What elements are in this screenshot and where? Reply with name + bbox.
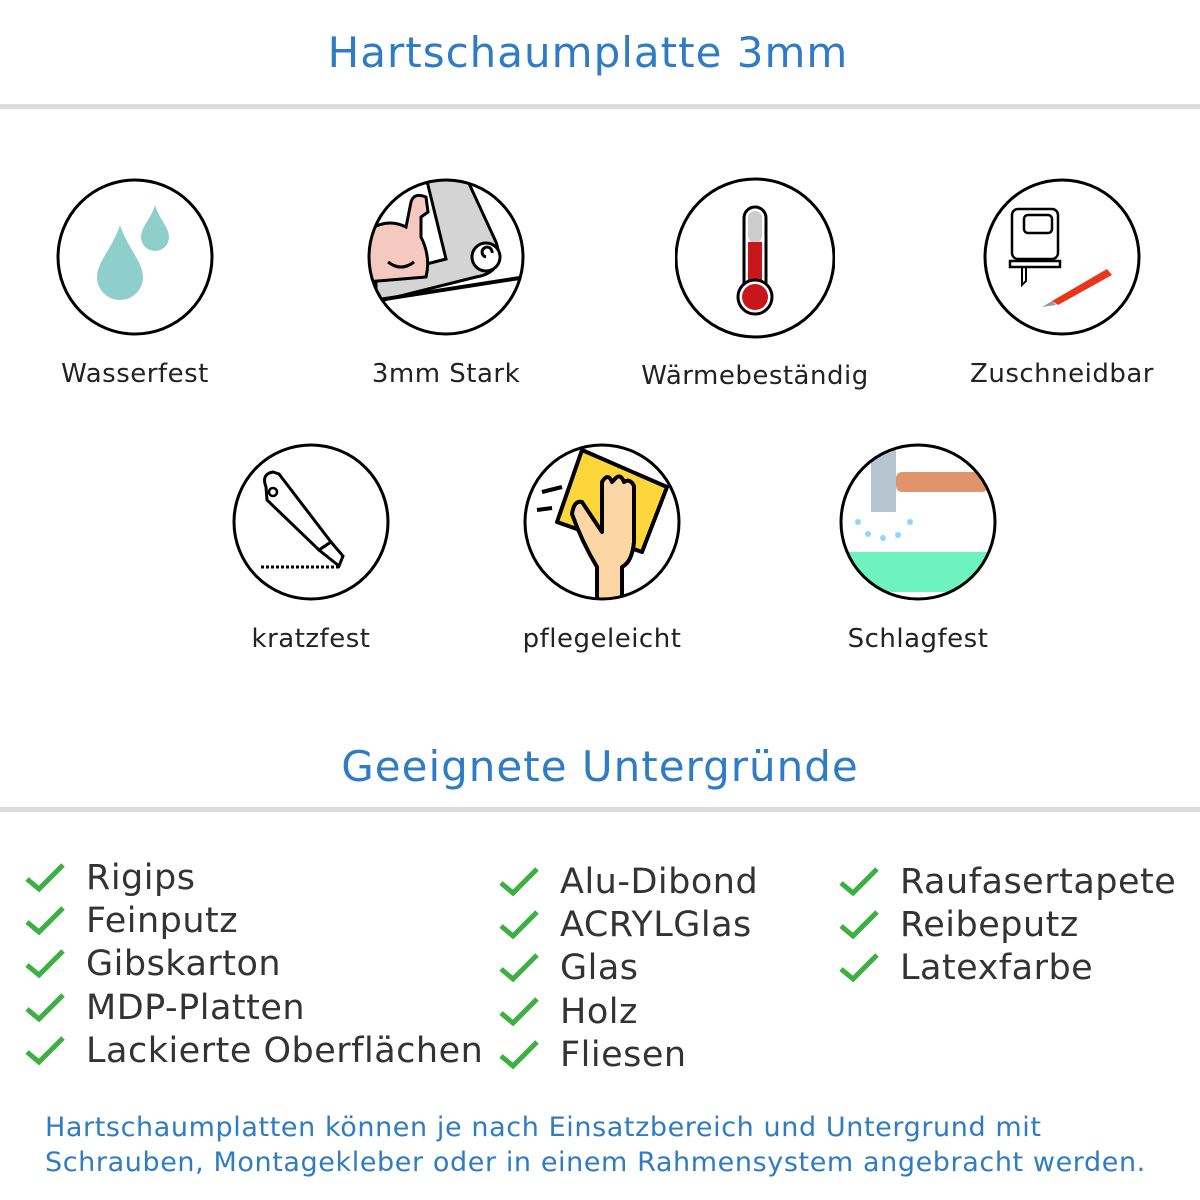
check-icon [25, 949, 65, 979]
surface-item: MDP-Platten [24, 986, 483, 1029]
surface-item: Holz [498, 990, 758, 1033]
cutter-knife-icon [232, 443, 390, 601]
surfaces-column-3: Raufasertapete Reibeputz Latexfarbe [838, 860, 1176, 990]
mounting-note-line: Schrauben, Montagekleber oder in einem R… [45, 1147, 1146, 1178]
feature-schlagfest: Schlagfest [768, 442, 1068, 654]
feature-label: pflegeleicht [522, 624, 682, 654]
check-icon [839, 866, 879, 897]
feature-3mm-stark: 3mm Stark [296, 177, 596, 389]
surface-item: ACRYLGlas [498, 903, 758, 946]
water-drops-icon [56, 178, 214, 336]
surfaces-column-2: Alu-Dibond ACRYLGlas Glas Holz Fliesen [498, 860, 758, 1077]
feature-label: Wärmebeständig [641, 361, 869, 391]
feature-pflegeleicht: pflegeleicht [452, 442, 752, 654]
check-icon [25, 993, 65, 1023]
mounting-note-line: Hartschaumplatten können je nach Einsatz… [45, 1112, 1042, 1143]
strong-arm-icon [367, 178, 525, 336]
check-icon [839, 953, 879, 983]
surfaces-column-1: Rigips Feinputz Gibskarton MDP-Platten L… [24, 856, 483, 1073]
surface-item: Glas [498, 947, 758, 990]
hand-sponge-icon [523, 443, 681, 601]
check-icon [499, 866, 539, 897]
check-icon [499, 910, 539, 940]
feature-wasserfest: Wasserfest [0, 177, 285, 389]
divider [0, 104, 1200, 109]
feature-waermebestaendig: Wärmebeständig [605, 177, 905, 391]
check-icon [25, 906, 65, 936]
surface-item: Latexfarbe [838, 947, 1176, 990]
feature-label: 3mm Stark [371, 359, 521, 389]
check-icon [25, 862, 65, 893]
check-icon [25, 1036, 65, 1066]
page-title: Hartschaumplatte 3mm [327, 28, 849, 77]
feature-kratzfest: kratzfest [161, 442, 461, 654]
surface-item: Lackierte Oberflächen [24, 1030, 483, 1073]
feature-label: Schlagfest [847, 624, 989, 654]
surface-item: Feinputz [24, 899, 483, 942]
check-icon [499, 997, 539, 1027]
thermometer-icon [675, 177, 835, 339]
surface-item: Reibeputz [838, 903, 1176, 946]
check-icon [499, 1040, 539, 1070]
hammer-impact-icon [839, 443, 997, 601]
check-icon [839, 910, 879, 940]
feature-zuschneidbar: Zuschneidbar [912, 177, 1200, 389]
divider [0, 807, 1200, 812]
feature-label: Zuschneidbar [970, 359, 1154, 389]
feature-label: Wasserfest [61, 359, 209, 389]
jigsaw-knife-icon [983, 178, 1141, 336]
feature-label: kratzfest [251, 624, 371, 654]
surface-item: Fliesen [498, 1034, 758, 1077]
surface-item: Raufasertapete [838, 860, 1176, 903]
mounting-note: Hartschaumplatten können je nach Einsatz… [45, 1110, 1146, 1180]
surface-item: Alu-Dibond [498, 860, 758, 903]
surface-item: Gibskarton [24, 943, 483, 986]
surface-item: Rigips [24, 856, 483, 899]
check-icon [499, 953, 539, 983]
surfaces-title: Geeignete Untergründe [341, 742, 859, 791]
